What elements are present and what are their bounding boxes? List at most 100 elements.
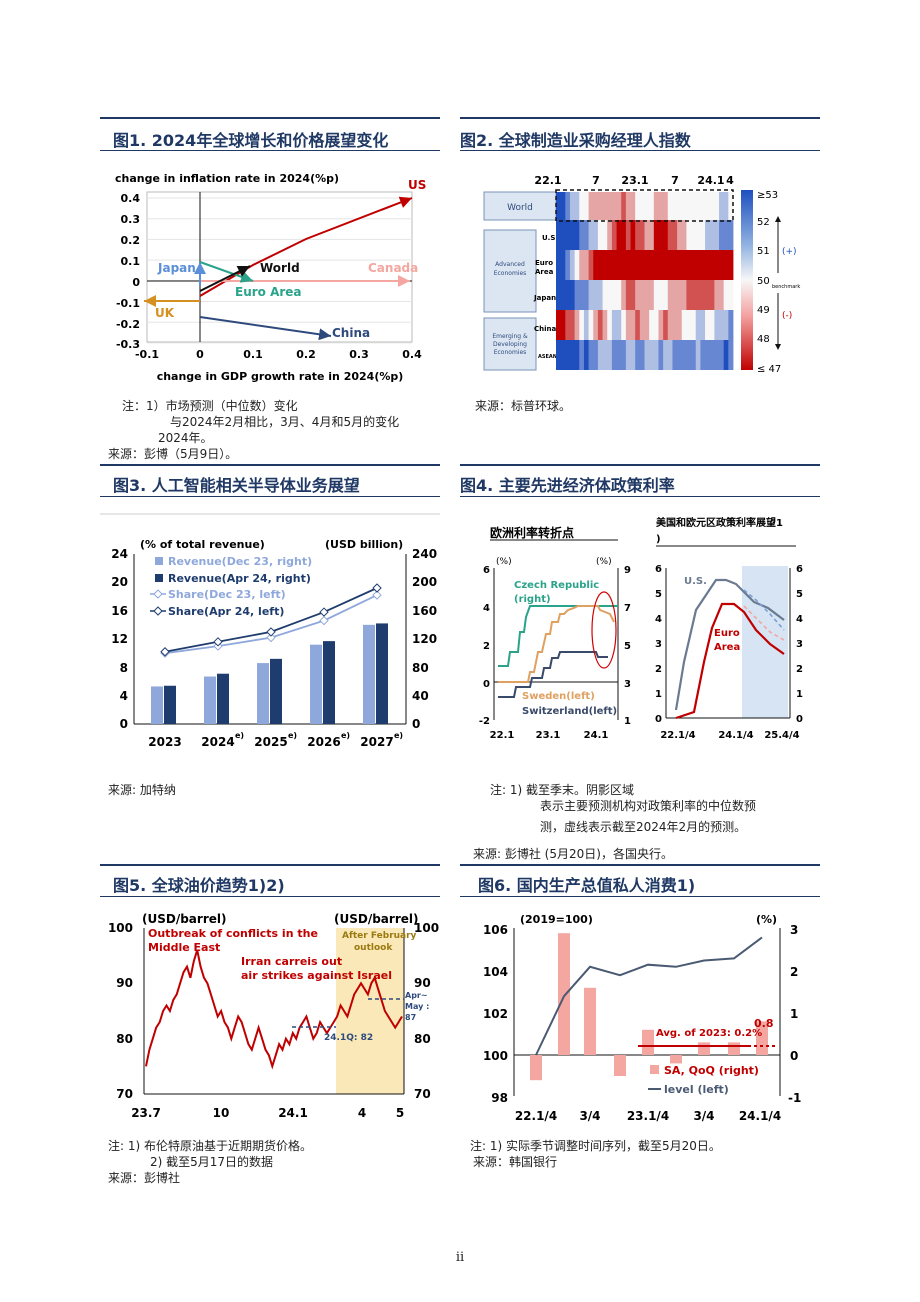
fig4-r-ltick: 4 xyxy=(655,614,662,625)
fig2-heat-cell xyxy=(593,220,599,250)
fig2-group-emg-3: Economies xyxy=(494,349,527,356)
fig5-annot2-2: air strikes against Israel xyxy=(241,969,392,982)
fig4-title-rule xyxy=(460,496,820,497)
fig4-r-ltick: 2 xyxy=(655,664,662,675)
fig5-xtick: 23.7 xyxy=(131,1106,161,1120)
fig3-ltick: 8 xyxy=(120,661,128,675)
fig2-top-label: 24.1 xyxy=(697,174,724,187)
fig4-rtick: 7 xyxy=(624,603,631,614)
fig2-heat-cell xyxy=(602,220,608,250)
fig2-heat-cell xyxy=(607,280,613,310)
fig4-left-xtick: 22.1 xyxy=(490,730,515,741)
fig2-heat-cell xyxy=(569,192,576,220)
fig2-heatmap xyxy=(556,192,734,370)
fig6-rticks: 3 2 1 0 -1 xyxy=(788,923,801,1105)
fig2-heat-cell xyxy=(611,192,617,220)
fig4-czech-label-2: (right) xyxy=(514,594,551,605)
fig5-annot4: 24.1Q: 82 xyxy=(324,1033,373,1043)
fig4-right-xtick: 22.1/4 xyxy=(660,730,695,741)
fig6-ltick: 102 xyxy=(483,1007,508,1021)
fig5-rtick: 80 xyxy=(414,1032,431,1046)
fig2-heat-cell xyxy=(583,340,590,370)
fig2-legend-label: 48 xyxy=(757,334,770,345)
fig6-note-1: 注: 1) 实际季节调整时间序列，截至5月20日。 xyxy=(470,1139,721,1153)
fig4-rtick: 9 xyxy=(624,565,631,576)
fig1-plot-frame xyxy=(146,191,413,343)
fig2-title: 图2. 全球制造业采购经理人指数 xyxy=(460,131,691,150)
fig6-ltick: 106 xyxy=(483,923,508,937)
fig2-heat-cell xyxy=(691,220,697,250)
fig3-bar-dec xyxy=(363,624,375,724)
fig2-heat-cell xyxy=(639,340,645,370)
fig2-heat-cell xyxy=(700,340,706,370)
fig3-xtick-sup: e) xyxy=(235,731,244,740)
fig4-euro-label-2: Area xyxy=(714,642,740,653)
fig2-heat-cell xyxy=(691,280,697,310)
fig2-heat-cell xyxy=(677,280,683,310)
fig3-right-unit: (USD billion) xyxy=(325,538,403,551)
fig5-ltick: 100 xyxy=(108,921,133,935)
fig3-ltick: 16 xyxy=(111,604,128,618)
fig2-heat-cell xyxy=(565,340,571,370)
fig2-heat-cell xyxy=(593,340,599,370)
fig1-ytick: -0.3 xyxy=(116,338,140,351)
fig1-xtick: 0.4 xyxy=(402,348,422,361)
fig1-xtick: 0.2 xyxy=(296,348,316,361)
fig2-heat-cell xyxy=(705,192,711,220)
fig2-heat-cell xyxy=(635,280,641,310)
fig2-heat-cell xyxy=(597,192,603,220)
fig2-heat-cell xyxy=(663,220,669,250)
fig4-ltick: 0 xyxy=(483,679,490,690)
fig3-xtick: 2023 xyxy=(148,735,181,749)
fig5-ltick: 80 xyxy=(116,1032,133,1046)
fig5-xticks: 23.7 10 24.1 4 5 xyxy=(131,1106,404,1120)
fig2-heat-cell xyxy=(691,192,697,220)
fig2-heat-cell xyxy=(691,310,697,340)
fig2-heat-cell xyxy=(681,340,687,370)
fig4-right-xtick: 25.4/4 xyxy=(764,730,799,741)
fig2-heat-cell xyxy=(574,250,580,280)
fig4-source: 来源: 彭博社 (5月20日)，各国央行。 xyxy=(473,847,673,861)
fig3-legend-3: Share(Apr 24, left) xyxy=(168,605,284,618)
fig3-bar-dec xyxy=(310,644,322,724)
fig6-level-line xyxy=(535,936,763,1056)
fig2-heat-cell xyxy=(663,250,669,280)
fig6-title: 图6. 国内生产总值私人消费1) xyxy=(478,876,696,895)
fig2-heat-cell xyxy=(728,280,734,310)
fig2-heat-cell xyxy=(583,192,590,220)
fig2-heat-cell xyxy=(635,310,641,340)
fig1-xtick: -0.1 xyxy=(135,348,159,361)
fig2-heat-cell xyxy=(658,280,664,310)
fig2-heat-cell xyxy=(607,250,613,280)
fig4-r-rtick: 4 xyxy=(796,614,803,625)
fig2-heat-cell xyxy=(621,280,627,310)
fig2-heat-cell xyxy=(607,220,613,250)
fig4-left-lticks: 6 4 2 0 -2 xyxy=(479,565,490,727)
fig4-right-subtitle-2: ) xyxy=(656,534,661,545)
fig2-heat-cell xyxy=(616,280,622,310)
fig2-emg-box xyxy=(483,317,537,371)
fig2-legend-label: 50 xyxy=(757,276,770,287)
fig2-heat-cell xyxy=(565,220,571,250)
fig1-label-euro: Euro Area xyxy=(235,285,302,299)
fig2-row-japan: Japan xyxy=(533,294,556,302)
fig3-bar-dec xyxy=(151,686,163,724)
fig2-legend-minus: (-) xyxy=(782,311,792,321)
fig2-heat-cell xyxy=(695,250,701,280)
fig2-heat-cell xyxy=(625,250,631,280)
fig3-title: 图3. 人工智能相关半导体业务展望 xyxy=(113,476,360,495)
fig1-ytick: 0.2 xyxy=(121,234,141,247)
fig2-heat-cell xyxy=(574,310,580,340)
fig2-heat-cell xyxy=(686,280,692,310)
fig4-left-xticks: 22.1 23.1 24.1 xyxy=(490,730,609,741)
fig2-top-label: 7 xyxy=(592,174,600,187)
fig2-heat-cell xyxy=(625,192,631,220)
fig5-after-shade xyxy=(336,928,404,1094)
fig1-label-uk: UK xyxy=(155,306,175,320)
fig2-heat-cell xyxy=(644,280,650,310)
fig4-left-bg xyxy=(468,512,640,744)
fig4-top-rule xyxy=(460,464,820,466)
fig4-note-1: 注: 1) 截至季末。阴影区域 xyxy=(490,783,634,797)
fig6-qoq-bar xyxy=(642,1029,654,1055)
fig6-qoq-bar xyxy=(530,1055,542,1081)
